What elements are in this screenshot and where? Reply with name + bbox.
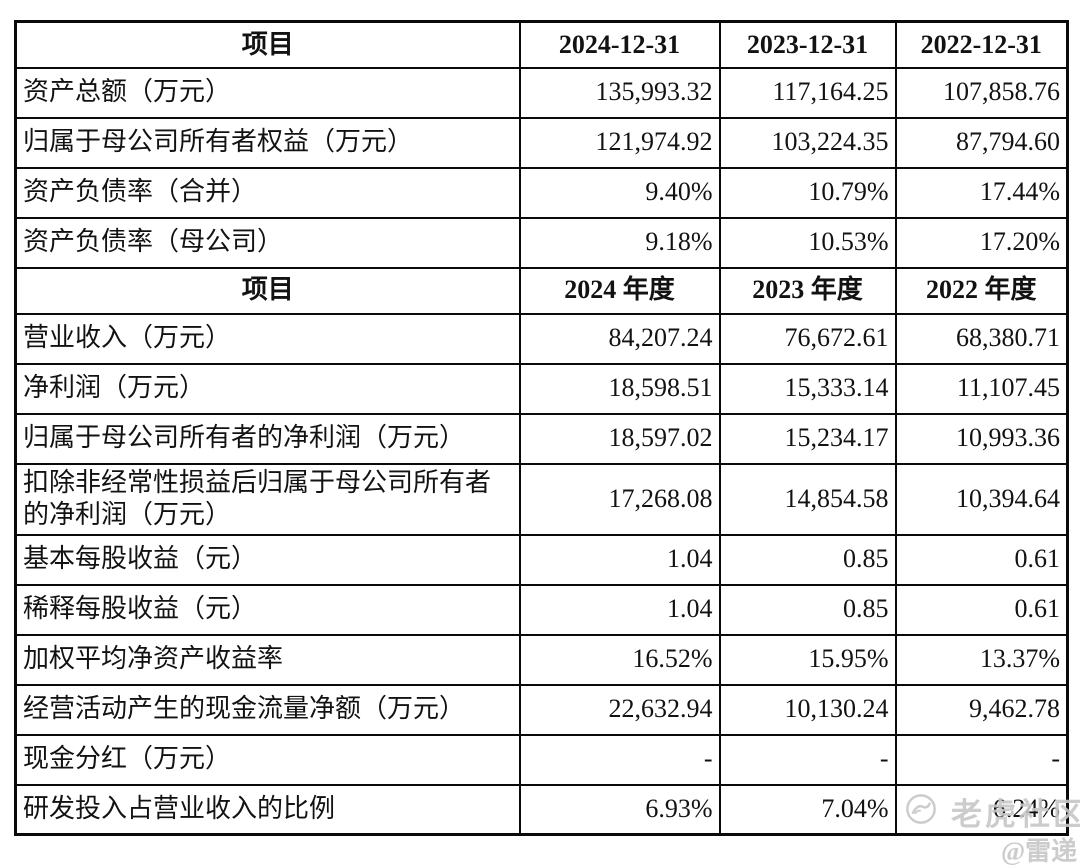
table-row: 资产负债率（合并） 9.40% 10.79% 17.44%: [14, 166, 1069, 219]
cell-value: 10.53%: [718, 216, 897, 269]
row-label: 资产负债率（母公司）: [14, 216, 521, 269]
watermark-author: @雷递: [1001, 837, 1078, 866]
column-header-2022-12-31: 2022-12-31: [894, 20, 1069, 69]
cell-value: -: [718, 733, 897, 786]
table-header-row: 项目 2024-12-31 2023-12-31 2022-12-31: [14, 20, 1069, 69]
row-label: 资产总额（万元）: [14, 66, 521, 119]
cell-value: 1.04: [518, 583, 721, 636]
row-label: 基本每股收益（元）: [14, 533, 521, 586]
cell-value: -: [894, 733, 1069, 786]
cell-value: 9.18%: [518, 216, 721, 269]
cell-value: 7.04%: [718, 783, 897, 836]
table-row: 归属于母公司所有者的净利润（万元） 18,597.02 15,234.17 10…: [14, 412, 1069, 465]
cell-value: 68,380.71: [894, 312, 1069, 365]
cell-value: 0.61: [894, 533, 1069, 586]
column-header-2022-annual: 2022 年度: [894, 266, 1069, 315]
row-label: 经营活动产生的现金流量净额（万元）: [14, 683, 521, 736]
cell-value: 121,974.92: [518, 116, 721, 169]
cell-value: 14,854.58: [718, 462, 897, 536]
row-label: 净利润（万元）: [14, 362, 521, 415]
cell-value: 17.44%: [894, 166, 1069, 219]
cell-value: 15,234.17: [718, 412, 897, 465]
row-label: 研发投入占营业收入的比例: [14, 783, 521, 836]
cell-value: 1.04: [518, 533, 721, 586]
cell-value: 76,672.61: [718, 312, 897, 365]
table-row: 营业收入（万元） 84,207.24 76,672.61 68,380.71: [14, 312, 1069, 365]
table-row: 扣除非经常性损益后归属于母公司所有者的净利润（万元） 17,268.08 14,…: [14, 462, 1069, 536]
cell-value: 10,394.64: [894, 462, 1069, 536]
row-label: 归属于母公司所有者的净利润（万元）: [14, 412, 521, 465]
table-row: 归属于母公司所有者权益（万元） 121,974.92 103,224.35 87…: [14, 116, 1069, 169]
cell-value: 22,632.94: [518, 683, 721, 736]
cell-value: 84,207.24: [518, 312, 721, 365]
column-header-2024-12-31: 2024-12-31: [518, 20, 721, 69]
table-header-row: 项目 2024 年度 2023 年度 2022 年度: [14, 266, 1069, 315]
table-row: 基本每股收益（元） 1.04 0.85 0.61: [14, 533, 1069, 586]
cell-value: 10,993.36: [894, 412, 1069, 465]
column-header-2024-annual: 2024 年度: [518, 266, 721, 315]
cell-value: 17.20%: [894, 216, 1069, 269]
cell-value: 17,268.08: [518, 462, 721, 536]
column-header-2023-annual: 2023 年度: [718, 266, 897, 315]
cell-value: 87,794.60: [894, 116, 1069, 169]
table-row: 资产总额（万元） 135,993.32 117,164.25 107,858.7…: [14, 66, 1069, 119]
cell-value: 6.24%: [894, 783, 1069, 836]
cell-value: 18,597.02: [518, 412, 721, 465]
row-label: 现金分红（万元）: [14, 733, 521, 786]
column-header-item: 项目: [14, 266, 521, 315]
cell-value: 0.85: [718, 533, 897, 586]
cell-value: 103,224.35: [718, 116, 897, 169]
cell-value: -: [518, 733, 721, 786]
table-row: 研发投入占营业收入的比例 6.93% 7.04% 6.24%: [14, 783, 1069, 836]
table-row: 加权平均净资产收益率 16.52% 15.95% 13.37%: [14, 633, 1069, 686]
cell-value: 13.37%: [894, 633, 1069, 686]
cell-value: 107,858.76: [894, 66, 1069, 119]
row-label: 营业收入（万元）: [14, 312, 521, 365]
cell-value: 10.79%: [718, 166, 897, 219]
cell-value: 16.52%: [518, 633, 721, 686]
table-row: 稀释每股收益（元） 1.04 0.85 0.61: [14, 583, 1069, 636]
table-row: 资产负债率（母公司） 9.18% 10.53% 17.20%: [14, 216, 1069, 269]
cell-value: 18,598.51: [518, 362, 721, 415]
cell-value: 15.95%: [718, 633, 897, 686]
cell-value: 117,164.25: [718, 66, 897, 119]
cell-value: 11,107.45: [894, 362, 1069, 415]
row-label: 扣除非经常性损益后归属于母公司所有者的净利润（万元）: [14, 462, 521, 536]
table-row: 经营活动产生的现金流量净额（万元） 22,632.94 10,130.24 9,…: [14, 683, 1069, 736]
cell-value: 9.40%: [518, 166, 721, 219]
cell-value: 135,993.32: [518, 66, 721, 119]
cell-value: 0.61: [894, 583, 1069, 636]
column-header-item: 项目: [14, 20, 521, 69]
column-header-2023-12-31: 2023-12-31: [718, 20, 897, 69]
row-label: 加权平均净资产收益率: [14, 633, 521, 686]
cell-value: 15,333.14: [718, 362, 897, 415]
row-label: 资产负债率（合并）: [14, 166, 521, 219]
financial-summary-table: 项目 2024-12-31 2023-12-31 2022-12-31 资产总额…: [14, 20, 1069, 836]
cell-value: 6.93%: [518, 783, 721, 836]
cell-value: 9,462.78: [894, 683, 1069, 736]
cell-value: 0.85: [718, 583, 897, 636]
table-row: 净利润（万元） 18,598.51 15,333.14 11,107.45: [14, 362, 1069, 415]
row-label: 归属于母公司所有者权益（万元）: [14, 116, 521, 169]
table-row: 现金分红（万元） - - -: [14, 733, 1069, 786]
row-label: 稀释每股收益（元）: [14, 583, 521, 636]
cell-value: 10,130.24: [718, 683, 897, 736]
